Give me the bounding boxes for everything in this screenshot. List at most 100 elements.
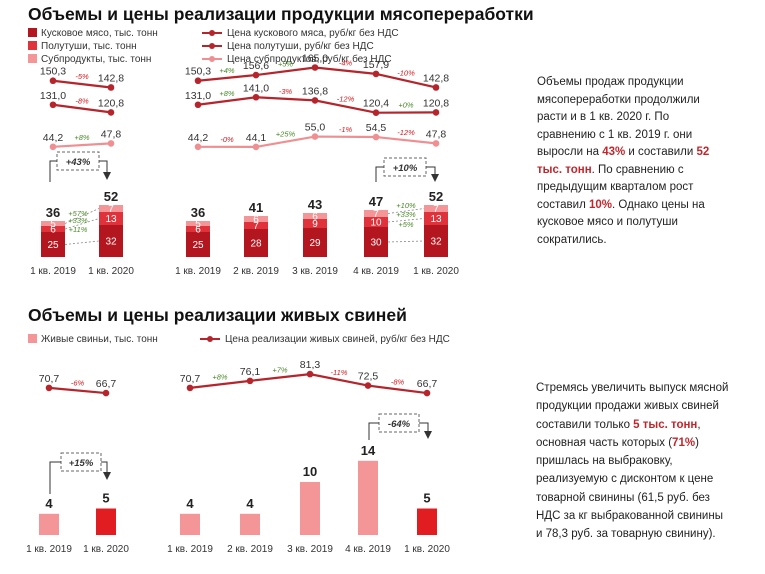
bar-segment-value: 7 <box>433 204 439 215</box>
price-1-change: -12% <box>337 95 355 104</box>
bar-segment-value: 25 <box>192 240 204 251</box>
bar-total: 43 <box>308 197 322 212</box>
bar-segment-value: 5 <box>50 219 56 230</box>
bar-segment-value: 6 <box>50 225 56 236</box>
note1-line: предыдущим кварталом рост <box>537 181 694 193</box>
bar-value: 4 <box>246 496 254 511</box>
price-0-change: +5% <box>278 59 294 68</box>
price-pigs-change: +8% <box>212 372 228 381</box>
qoq2-box-label: -64% <box>388 419 411 430</box>
note2-line: основная часть которых (71%) <box>536 436 699 449</box>
price-pigs-change: -11% <box>331 368 348 377</box>
bar-segment <box>244 222 268 229</box>
note1-line: сократились. <box>537 233 607 246</box>
yoy2-arrow-right <box>101 461 111 480</box>
price-2-point <box>107 140 115 147</box>
note1-line: тыс. тонн. По сравнению с <box>537 163 684 176</box>
price-1-point <box>107 109 115 116</box>
note2-line: товарной свинины (61,5 руб. без <box>536 491 710 504</box>
bar-segment <box>303 213 327 219</box>
bar-segment <box>244 216 268 222</box>
x-tick-label: 2 кв. 2019 <box>233 266 279 277</box>
price-0-change: -10% <box>397 69 415 78</box>
price-1-value: 131,0 <box>185 90 211 102</box>
price-pigs-value: 70,7 <box>39 373 60 385</box>
price-0-value: 165,0 <box>302 53 328 65</box>
legend-swatch-semi <box>28 41 37 50</box>
price-pigs-point <box>246 377 254 385</box>
qoq-box-label: +10% <box>393 163 418 174</box>
legend-pigs: Живые свиньи, тыс. тонн <box>41 334 158 345</box>
x-tick-label: 1 кв. 2020 <box>83 544 129 555</box>
bar-segment <box>186 232 210 257</box>
x-tick-label: 1 кв. 2019 <box>175 266 221 277</box>
note1-line: Объемы продаж продукции <box>537 76 684 88</box>
price-pigs-value: 81,3 <box>300 359 321 371</box>
price-2-point <box>432 140 440 147</box>
note1-line: составил 10%. Однако цены на <box>537 198 705 211</box>
bar-value: 4 <box>186 496 194 511</box>
bar-segment <box>364 217 388 227</box>
price-2-value: 44,1 <box>246 132 267 144</box>
price-pigs-point <box>306 370 314 378</box>
note2-line: составили только 5 тыс. тонн, <box>536 418 701 431</box>
price-2-point <box>372 133 380 141</box>
legend-marker-price-meat <box>209 30 215 36</box>
legend-swatch-meat <box>28 28 37 37</box>
bar-value: 4 <box>45 496 53 511</box>
price-0-point <box>194 77 202 85</box>
bar-segment-value: 6 <box>195 225 201 236</box>
bar-segment-value: 7 <box>373 209 379 220</box>
highlight-tons: тыс. тонн <box>537 163 592 176</box>
price-1-value: 120,8 <box>98 97 124 109</box>
qoq2-arrow-left <box>368 422 379 440</box>
note1-line: сравнению с 1 кв. 2019 г. они <box>537 128 693 141</box>
price-0-value: 142,8 <box>98 72 124 84</box>
price-0-value: 150,3 <box>40 66 66 78</box>
price-2-change: +8% <box>74 133 90 142</box>
price-pigs-change: +7% <box>272 365 288 374</box>
bar-segment <box>41 232 65 257</box>
bar-segment-value: 28 <box>250 239 262 250</box>
bar-segment <box>364 227 388 257</box>
bar-value: 10 <box>303 464 317 479</box>
x-tick-label: 4 кв. 2019 <box>345 544 391 555</box>
bar-segment <box>303 228 327 257</box>
highlight-5t: 5 тыс. тонн <box>633 418 698 431</box>
note1-line: кусковое мясо и полутуши <box>537 216 678 228</box>
price-pigs-change: -6% <box>71 378 85 387</box>
price-1-point <box>372 109 380 116</box>
bar-change-label: +11% <box>69 225 88 234</box>
bar <box>240 513 260 535</box>
section2-title: Объемы и цены реализации живых свиней <box>28 305 407 325</box>
bar-segment <box>186 226 210 232</box>
price-2-change: -0% <box>220 135 234 144</box>
bar-segment-value: 10 <box>370 218 382 229</box>
yoy-arrow-right <box>99 160 111 180</box>
price-pigs-value: 76,1 <box>240 366 261 378</box>
bar-segment <box>99 212 123 225</box>
yoy-box-label: +43% <box>66 157 91 168</box>
section2-legend: Живые свиньи, тыс. тонн Цена реализации … <box>28 333 450 345</box>
yoy-arrow-left <box>49 160 57 182</box>
x-tick-label: 3 кв. 2019 <box>287 544 333 555</box>
note2-line: НДС за кг выбракованной свинины <box>536 510 723 523</box>
legend-swatch-sub <box>28 54 37 63</box>
bar-change-label: +57% <box>68 209 88 218</box>
x-tick-label: 1 кв. 2020 <box>404 544 450 555</box>
bar-segment-value: 25 <box>47 240 59 251</box>
note1-line: мясопереработки продолжили <box>537 93 700 106</box>
legend-marker-price-pigs <box>207 336 213 342</box>
bar-segment-value: 13 <box>105 214 117 225</box>
bar <box>417 508 437 535</box>
section1-commentary: Объемы продаж продукции мясопереработки … <box>537 74 762 249</box>
bar-total: 52 <box>429 189 443 204</box>
legend-price-sub: Цена субпродуктов, руб/кг без НДС <box>227 53 392 65</box>
x-tick-label: 1 кв. 2019 <box>30 266 76 277</box>
highlight-52: 52 <box>696 146 710 158</box>
chart-pigs-yoy: 4 1 кв. 2019 5 1 кв. 2020 70,7 66,7 -6% <box>26 373 129 555</box>
qoq-box-section2: -64% <box>368 413 432 440</box>
